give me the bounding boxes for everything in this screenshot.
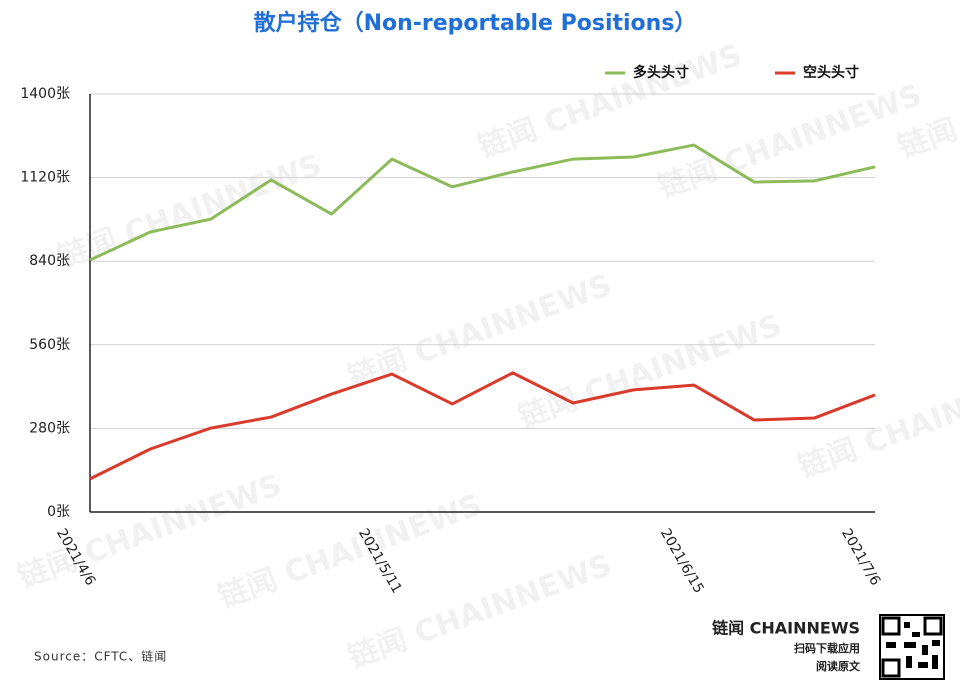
brand: 链闻 CHAINNEWS — [712, 619, 860, 638]
y-tick-label: 1120张 — [20, 170, 70, 186]
y-tick-label: 840张 — [29, 253, 70, 269]
x-tick-label: 2021/7/6 — [838, 526, 883, 589]
watermark: 链闻 CHAINNEWS — [474, 38, 747, 166]
source: Source：CFTC、链闻 — [34, 649, 167, 664]
series-line — [89, 371, 876, 481]
legend-label: 多头头寸 — [633, 64, 689, 81]
y-tick-label: 280张 — [29, 420, 70, 436]
x-tick-label: 2021/6/15 — [657, 526, 707, 596]
qr-code — [879, 614, 945, 680]
y-tick-label: 1400张 — [20, 86, 70, 102]
y-tick-label: 560张 — [29, 337, 70, 353]
qr-caption: 扫码下载应用 — [794, 641, 860, 655]
legend-label: 空头头寸 — [803, 64, 859, 81]
watermark: 链闻 CHAINNEWS — [794, 358, 960, 486]
series-line — [89, 143, 876, 262]
y-tick-label: 0张 — [47, 504, 70, 520]
watermark: 链闻 CHAINNEWS — [654, 78, 927, 206]
qr-caption: 阅读原文 — [816, 659, 861, 673]
chart-title: 散户持仓（Non-reportable Positions） — [254, 10, 697, 36]
